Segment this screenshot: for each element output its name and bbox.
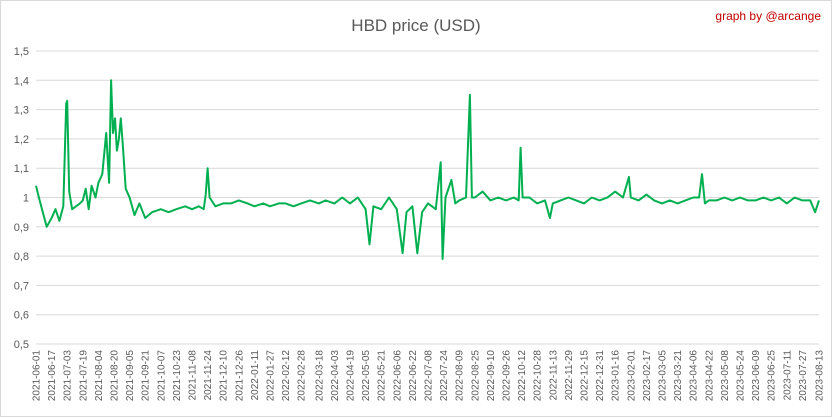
series-group <box>35 79 820 260</box>
x-tick-label: 2021-10-07 <box>156 350 167 402</box>
x-tick-label: 2021-10-23 <box>172 350 183 402</box>
y-tick-label: 0,7 <box>14 280 29 292</box>
x-tick-label: 2023-02-01 <box>626 350 637 402</box>
x-tick-label: 2021-11-08 <box>188 350 199 401</box>
x-tick-label: 2023-05-24 <box>736 350 747 402</box>
credit-label: graph by @arcange <box>715 9 821 23</box>
x-tick-label: 2022-01-27 <box>266 350 277 402</box>
x-tick-label: 2022-06-06 <box>392 350 403 402</box>
x-tick-label: 2023-04-22 <box>704 350 715 402</box>
x-tick-label: 2023-06-09 <box>751 350 762 402</box>
x-tick-label: 2022-07-24 <box>439 350 450 402</box>
y-tick-label: 0,5 <box>14 339 29 351</box>
x-tick-label: 2022-03-18 <box>314 350 325 402</box>
x-tick-label: 2022-09-26 <box>501 350 512 402</box>
y-tick-label: 0,8 <box>14 251 29 263</box>
y-tick-label: 1,5 <box>14 46 29 58</box>
x-tick-label: 2022-05-05 <box>361 350 372 402</box>
chart-title: HBD price (USD) <box>351 16 480 35</box>
x-tick-label: 2022-08-09 <box>455 350 466 402</box>
x-tick-label: 2021-09-21 <box>141 350 152 402</box>
x-tick-label: 2023-01-16 <box>611 350 622 402</box>
y-tick-label: 1,2 <box>14 134 29 146</box>
x-tick-label: 2023-07-11 <box>782 350 793 401</box>
x-tick-label: 2022-12-31 <box>595 350 606 402</box>
x-tick-label: 2021-06-17 <box>47 350 58 402</box>
y-axis-ticks: 0,5 0,6 0,7 0,8 0,9 1 1,1 1,2 1,3 1,4 1,5 <box>14 46 29 351</box>
x-tick-label: 2022-04-03 <box>330 350 341 402</box>
x-tick-label: 2022-02-28 <box>297 350 308 402</box>
x-tick-label: 2023-07-27 <box>798 350 809 402</box>
x-tick-label: 2023-03-21 <box>673 350 684 402</box>
x-axis-ticks: 2021-06-01 2021-06-17 2021-07-03 2021-07-19… <box>32 350 826 402</box>
x-tick-label: 2022-08-25 <box>470 350 481 402</box>
price-series-line <box>35 79 820 260</box>
x-tick-label: 2021-11-24 <box>203 350 214 401</box>
x-tick-label: 2021-08-20 <box>110 350 121 402</box>
x-tick-label: 2021-12-10 <box>219 350 230 402</box>
x-tick-label: 2022-12-15 <box>580 350 591 402</box>
x-tick-label: 2022-11-13 <box>548 350 559 401</box>
x-tick-label: 2022-07-08 <box>423 350 434 402</box>
x-tick-label: 2023-05-08 <box>720 350 731 402</box>
y-tick-label: 0,6 <box>14 310 29 322</box>
x-tick-label: 2022-05-21 <box>377 350 388 402</box>
x-tick-label: 2021-12-26 <box>234 350 245 402</box>
y-tick-label: 1,3 <box>14 105 29 117</box>
x-tick-label: 2021-07-19 <box>78 350 89 402</box>
x-tick-label: 2022-09-10 <box>486 350 497 402</box>
y-tick-label: 0,9 <box>14 222 29 234</box>
x-tick-label: 2022-10-12 <box>517 350 528 402</box>
y-tick-label: 1 <box>23 193 29 205</box>
y-tick-label: 1,4 <box>14 75 29 87</box>
x-tick-label: 2022-06-22 <box>408 350 419 402</box>
x-tick-label: 2022-01-11 <box>250 350 261 401</box>
x-tick-label: 2021-08-04 <box>94 350 105 402</box>
x-tick-label: 2023-03-05 <box>658 350 669 402</box>
x-tick-label: 2022-11-29 <box>564 350 575 401</box>
y-tick-label: 1,1 <box>14 163 29 175</box>
gridlines <box>36 50 819 345</box>
x-tick-label: 2021-07-03 <box>63 350 74 402</box>
x-tick-label: 2023-02-17 <box>642 350 653 402</box>
x-tick-label: 2021-09-05 <box>125 350 136 402</box>
x-tick-label: 2022-04-19 <box>345 350 356 402</box>
x-tick-label: 2022-10-28 <box>533 350 544 402</box>
x-tick-label: 2023-08-13 <box>815 350 826 402</box>
x-tick-label: 2021-06-01 <box>32 350 43 402</box>
x-tick-label: 2022-02-12 <box>281 350 292 402</box>
x-tick-label: 2023-04-06 <box>689 350 700 402</box>
x-tick-label: 2023-06-25 <box>767 350 778 402</box>
